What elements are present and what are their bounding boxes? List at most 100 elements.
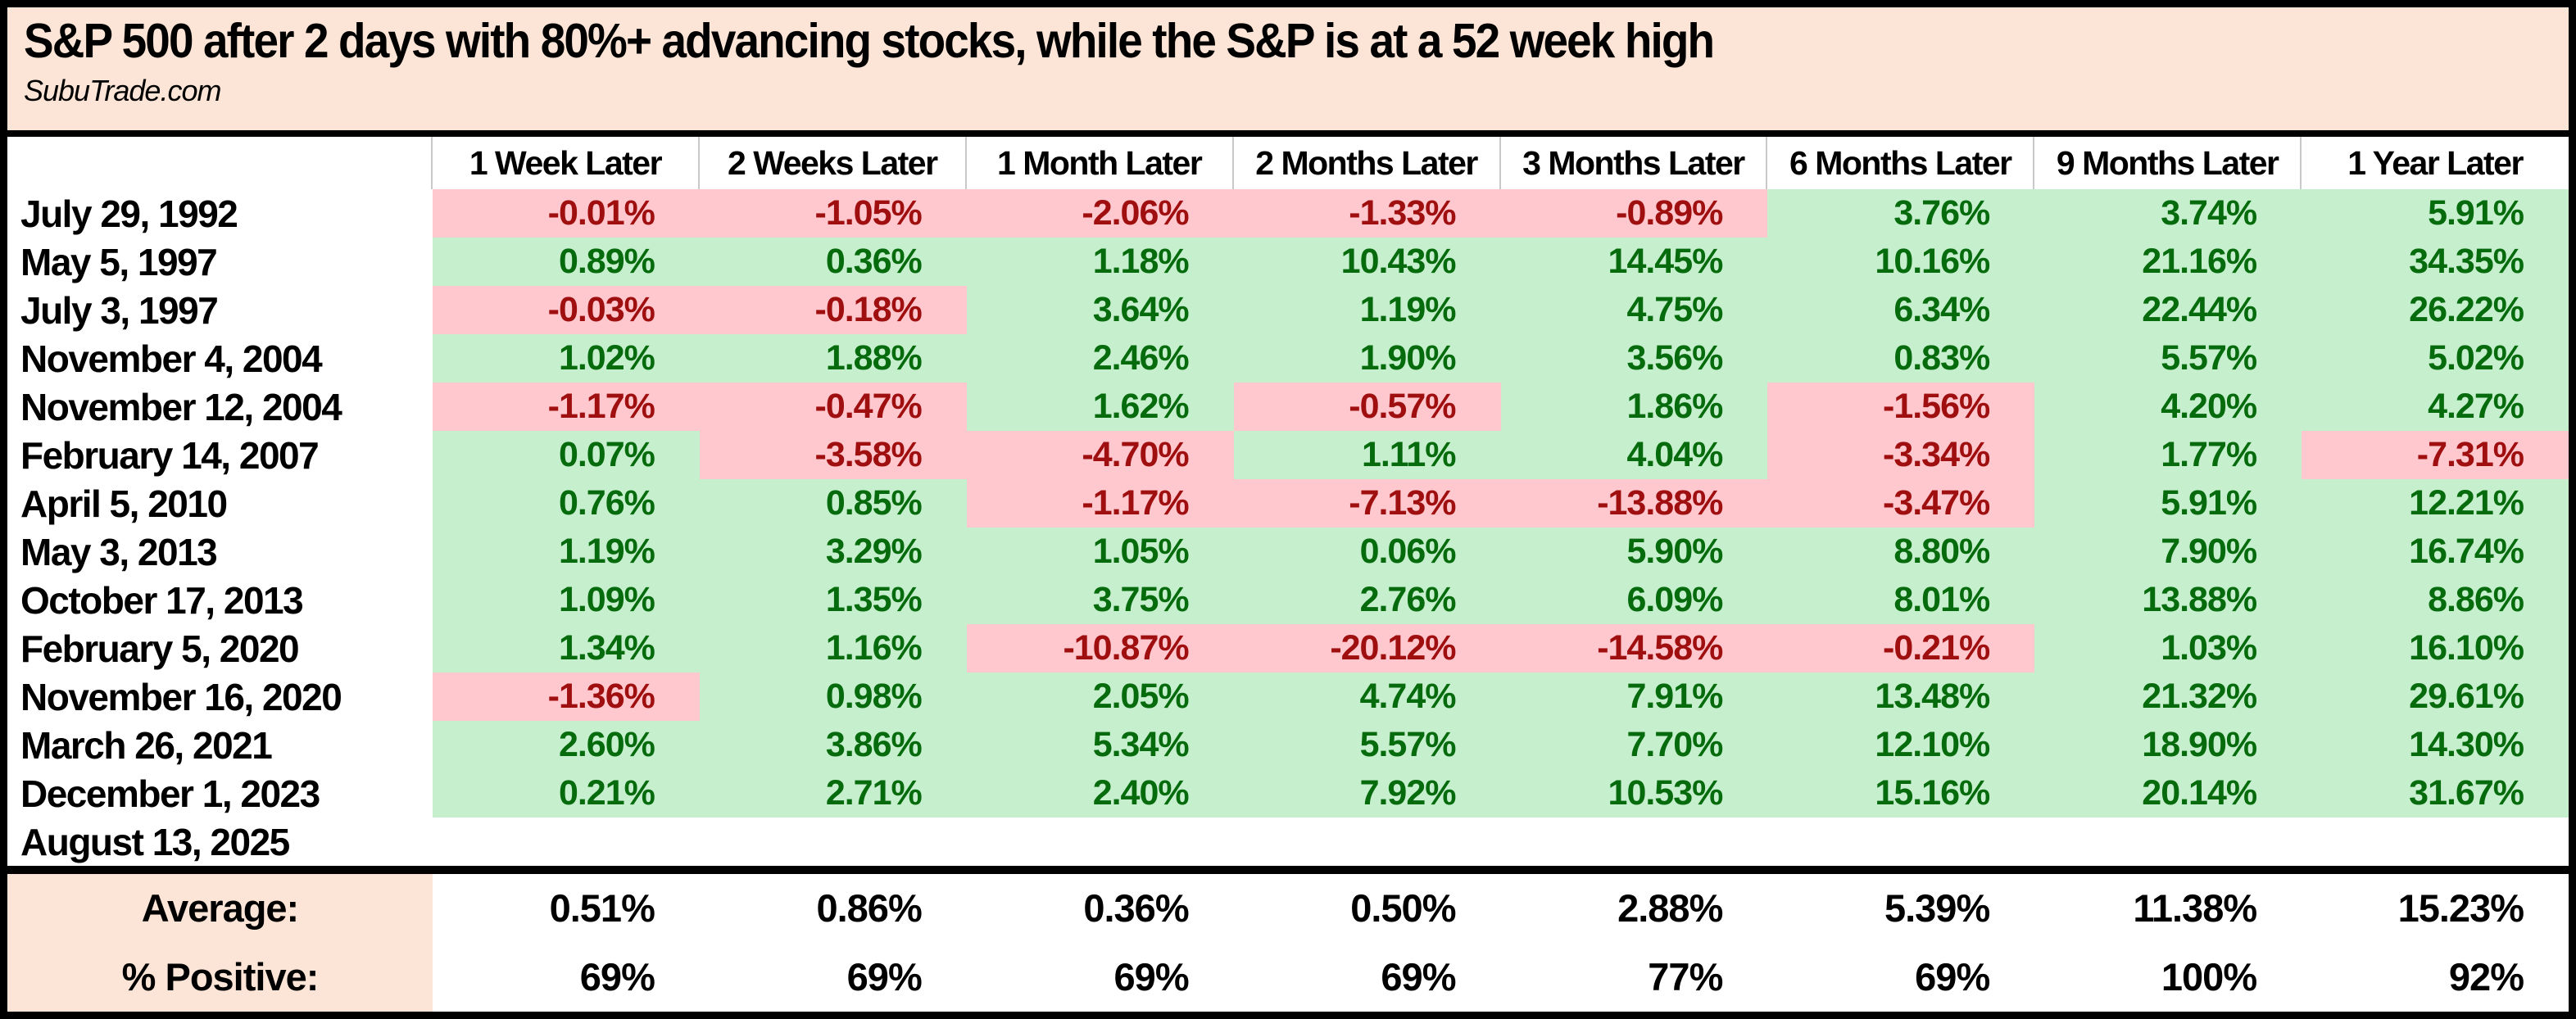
value-cell: 20.14% — [2034, 769, 2302, 817]
average-value: 0.50% — [1233, 866, 1501, 941]
value-cell: 0.07% — [433, 431, 700, 479]
positive-value: 69% — [433, 941, 700, 1012]
positive-value: 69% — [1233, 941, 1501, 1012]
value-cell — [1500, 817, 1768, 866]
positive-value: 92% — [2302, 941, 2569, 1012]
value-cell: 7.90% — [2034, 528, 2302, 576]
average-label: Average: — [7, 866, 433, 941]
column-header: 1 Month Later — [966, 137, 1234, 189]
value-cell: 4.20% — [2034, 383, 2302, 431]
value-cell: 5.34% — [966, 721, 1234, 769]
value-cell — [966, 817, 1234, 866]
value-cell: 10.43% — [1233, 238, 1501, 286]
value-cell: 12.10% — [1767, 721, 2035, 769]
value-cell: 29.61% — [2302, 673, 2569, 721]
value-cell: 2.46% — [966, 334, 1234, 383]
value-cell: 1.16% — [699, 624, 967, 673]
value-cell — [1767, 817, 2035, 866]
value-cell: 22.44% — [2034, 286, 2302, 334]
value-cell: 2.05% — [966, 673, 1234, 721]
value-cell: -3.58% — [699, 431, 967, 479]
value-cell: 14.45% — [1500, 238, 1768, 286]
positive-value: 69% — [966, 941, 1234, 1012]
positive-label: % Positive: — [7, 941, 433, 1012]
value-cell: 3.74% — [2034, 189, 2302, 238]
value-cell: 3.86% — [699, 721, 967, 769]
value-cell: 1.90% — [1233, 334, 1501, 383]
value-cell: 5.91% — [2302, 189, 2569, 238]
row-date: August 13, 2025 — [7, 817, 433, 866]
row-date: November 12, 2004 — [7, 383, 433, 431]
value-cell: 7.70% — [1500, 721, 1768, 769]
value-cell: 26.22% — [2302, 286, 2569, 334]
value-cell: -0.89% — [1500, 189, 1768, 238]
row-date: February 5, 2020 — [7, 624, 433, 673]
value-cell: -0.47% — [699, 383, 967, 431]
row-date: April 5, 2010 — [7, 479, 433, 528]
value-cell: 5.57% — [2034, 334, 2302, 383]
value-cell: 10.16% — [1767, 238, 2035, 286]
value-cell: -1.05% — [699, 189, 967, 238]
value-cell: 1.09% — [433, 576, 700, 624]
value-cell: 6.09% — [1500, 576, 1768, 624]
value-cell: 2.40% — [966, 769, 1234, 817]
value-cell: -4.70% — [966, 431, 1234, 479]
value-cell: 10.53% — [1500, 769, 1768, 817]
value-cell: 1.62% — [966, 383, 1234, 431]
corner-cell — [7, 137, 433, 189]
average-value: 15.23% — [2302, 866, 2569, 941]
row-date: May 5, 1997 — [7, 238, 433, 286]
row-date: November 4, 2004 — [7, 334, 433, 383]
value-cell: -1.36% — [433, 673, 700, 721]
positive-value: 100% — [2034, 941, 2302, 1012]
value-cell: 1.88% — [699, 334, 967, 383]
row-date: October 17, 2013 — [7, 576, 433, 624]
value-cell — [433, 817, 700, 866]
value-cell: 1.77% — [2034, 431, 2302, 479]
value-cell: 4.74% — [1233, 673, 1501, 721]
value-cell: 8.80% — [1767, 528, 2035, 576]
value-cell: -0.18% — [699, 286, 967, 334]
source-label: SubuTrade.com — [24, 74, 221, 107]
value-cell: 0.06% — [1233, 528, 1501, 576]
value-cell: 4.75% — [1500, 286, 1768, 334]
value-cell: 1.86% — [1500, 383, 1768, 431]
value-cell: 2.76% — [1233, 576, 1501, 624]
row-date: July 3, 1997 — [7, 286, 433, 334]
average-value: 0.36% — [966, 866, 1234, 941]
value-cell — [2034, 817, 2302, 866]
value-cell: -1.56% — [1767, 383, 2035, 431]
column-header: 2 Weeks Later — [699, 137, 967, 189]
positive-value: 69% — [1767, 941, 2035, 1012]
value-cell: -20.12% — [1233, 624, 1501, 673]
value-cell: 4.27% — [2302, 383, 2569, 431]
value-cell: 1.34% — [433, 624, 700, 673]
value-cell: -0.57% — [1233, 383, 1501, 431]
value-cell: 0.76% — [433, 479, 700, 528]
value-cell — [699, 817, 967, 866]
value-cell: 0.98% — [699, 673, 967, 721]
table-grid: 1 Week Later 2 Weeks Later 1 Month Later 2 … — [7, 137, 2569, 1012]
value-cell: 16.10% — [2302, 624, 2569, 673]
value-cell: -13.88% — [1500, 479, 1768, 528]
value-cell: 0.21% — [433, 769, 700, 817]
value-cell: 3.64% — [966, 286, 1234, 334]
value-cell: 18.90% — [2034, 721, 2302, 769]
value-cell: 21.16% — [2034, 238, 2302, 286]
title-bar: S&P 500 after 2 days with 80%+ advancing… — [7, 7, 2569, 137]
average-value: 2.88% — [1500, 866, 1768, 941]
value-cell: 0.36% — [699, 238, 967, 286]
value-cell: 12.21% — [2302, 479, 2569, 528]
value-cell: -2.06% — [966, 189, 1234, 238]
value-cell: 13.48% — [1767, 673, 2035, 721]
page-title: S&P 500 after 2 days with 80%+ advancing… — [24, 14, 1715, 68]
value-cell: 13.88% — [2034, 576, 2302, 624]
value-cell: 3.75% — [966, 576, 1234, 624]
column-header: 1 Year Later — [2302, 137, 2569, 189]
column-header: 9 Months Later — [2034, 137, 2302, 189]
value-cell: 8.01% — [1767, 576, 2035, 624]
positive-value: 77% — [1500, 941, 1768, 1012]
average-value: 0.86% — [699, 866, 967, 941]
value-cell: -7.13% — [1233, 479, 1501, 528]
